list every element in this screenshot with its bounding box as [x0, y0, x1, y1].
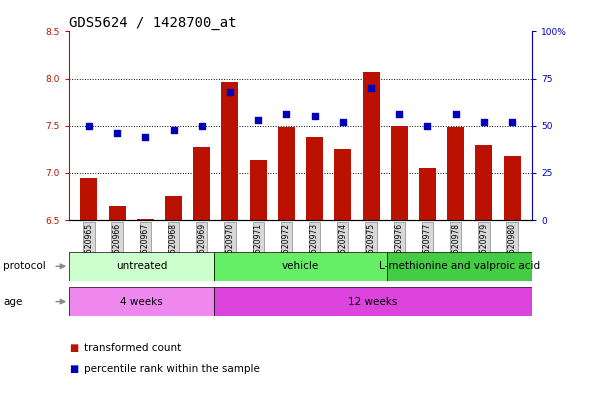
Bar	[81, 178, 97, 220]
Text: ■: ■	[69, 343, 78, 353]
Bar	[69, 287, 214, 316]
Point	[507, 119, 517, 125]
Point	[84, 123, 94, 129]
Point	[112, 130, 122, 136]
Bar	[419, 168, 436, 220]
Bar	[391, 126, 407, 220]
Point	[479, 119, 489, 125]
Bar	[137, 219, 154, 220]
Text: L-methionine and valproic acid: L-methionine and valproic acid	[379, 261, 540, 271]
Point	[254, 117, 263, 123]
Bar	[249, 160, 267, 220]
Bar	[447, 127, 464, 220]
Text: GDS5624 / 1428700_at: GDS5624 / 1428700_at	[69, 16, 237, 30]
Bar	[475, 145, 492, 220]
Point	[225, 89, 235, 95]
Bar	[306, 137, 323, 220]
Text: 4 weeks: 4 weeks	[120, 297, 163, 307]
Bar	[109, 206, 126, 220]
Point	[169, 127, 178, 133]
Bar	[194, 147, 210, 220]
Text: untreated: untreated	[116, 261, 167, 271]
Point	[141, 134, 150, 140]
Text: vehicle: vehicle	[282, 261, 319, 271]
Point	[423, 123, 432, 129]
Bar	[362, 72, 379, 220]
Bar	[165, 196, 182, 220]
Point	[394, 111, 404, 118]
Text: 12 weeks: 12 weeks	[348, 297, 397, 307]
Text: age: age	[3, 297, 22, 307]
Point	[282, 111, 291, 118]
Bar	[222, 83, 239, 220]
Point	[451, 111, 460, 118]
Point	[310, 113, 319, 119]
Bar	[278, 127, 295, 220]
Bar	[387, 252, 532, 281]
Bar	[69, 252, 214, 281]
Point	[366, 85, 376, 91]
Bar	[334, 149, 352, 220]
Point	[338, 119, 347, 125]
Text: ■: ■	[69, 364, 78, 375]
Text: protocol: protocol	[3, 261, 46, 271]
Point	[197, 123, 207, 129]
Bar	[214, 252, 387, 281]
Bar	[504, 156, 520, 220]
Bar	[214, 287, 532, 316]
Text: percentile rank within the sample: percentile rank within the sample	[84, 364, 260, 375]
Text: transformed count: transformed count	[84, 343, 182, 353]
